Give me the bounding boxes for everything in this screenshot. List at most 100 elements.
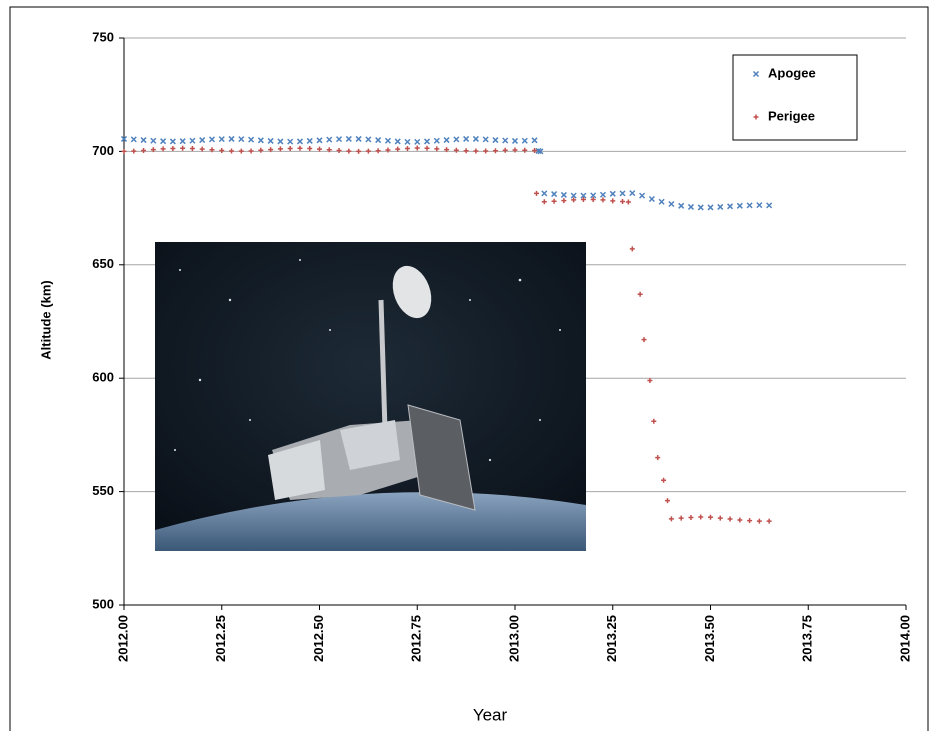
data-point xyxy=(297,146,302,151)
data-point xyxy=(454,137,459,142)
data-point xyxy=(661,478,666,483)
data-point xyxy=(366,149,371,154)
data-point xyxy=(552,192,557,197)
data-point xyxy=(190,138,195,143)
data-point xyxy=(669,202,674,207)
data-point xyxy=(454,148,459,153)
chart: Altitude (km) Year 500550600650700750201… xyxy=(0,0,934,731)
data-point xyxy=(425,139,430,144)
data-point xyxy=(190,146,195,151)
data-point xyxy=(151,138,156,143)
data-point xyxy=(258,138,263,143)
data-point xyxy=(346,149,351,154)
data-point xyxy=(679,203,684,208)
data-point xyxy=(356,136,361,141)
data-point xyxy=(405,139,410,144)
data-point xyxy=(718,204,723,209)
data-point xyxy=(665,498,670,503)
data-point xyxy=(620,191,625,196)
data-point xyxy=(513,138,518,143)
x-tick-label: 2012.00 xyxy=(115,615,130,662)
data-point xyxy=(600,197,605,202)
x-tick-label: 2013.25 xyxy=(604,615,619,662)
data-point xyxy=(366,137,371,142)
data-point xyxy=(503,138,508,143)
data-point xyxy=(659,199,664,204)
data-point xyxy=(405,146,410,151)
data-point xyxy=(503,148,508,153)
x-tick-label: 2012.25 xyxy=(213,615,228,662)
data-point xyxy=(473,148,478,153)
data-point xyxy=(327,137,332,142)
y-tick-label: 600 xyxy=(92,370,114,385)
data-point xyxy=(180,146,185,151)
x-tick-label: 2012.50 xyxy=(311,615,326,662)
x-tick-label: 2012.75 xyxy=(409,615,424,662)
data-point xyxy=(278,139,283,144)
data-point xyxy=(640,193,645,198)
data-point xyxy=(297,139,302,144)
data-point xyxy=(288,146,293,151)
data-point xyxy=(708,515,713,520)
data-point xyxy=(249,148,254,153)
data-point xyxy=(728,204,733,209)
data-point xyxy=(630,191,635,196)
data-point xyxy=(718,516,723,521)
data-point xyxy=(493,138,498,143)
data-point xyxy=(229,136,234,141)
data-point xyxy=(425,146,430,151)
data-point xyxy=(180,139,185,144)
data-point xyxy=(131,137,136,142)
data-point xyxy=(626,199,631,204)
data-point xyxy=(561,198,566,203)
data-point xyxy=(161,139,166,144)
data-point xyxy=(317,138,322,143)
data-point xyxy=(434,138,439,143)
data-point xyxy=(620,199,625,204)
y-tick-label: 750 xyxy=(92,29,114,44)
data-point xyxy=(561,192,566,197)
data-point xyxy=(141,148,146,153)
data-point xyxy=(757,203,762,208)
data-point xyxy=(493,148,498,153)
data-point xyxy=(757,519,762,524)
data-point xyxy=(258,148,263,153)
data-point xyxy=(278,146,283,151)
data-point xyxy=(415,139,420,144)
legend-label: Perigee xyxy=(768,108,815,123)
data-point xyxy=(209,137,214,142)
legend-label: Apogee xyxy=(768,65,816,80)
data-point xyxy=(630,246,635,251)
x-tick-label: 2013.75 xyxy=(800,615,815,662)
data-point xyxy=(229,148,234,153)
data-point xyxy=(737,203,742,208)
data-point xyxy=(642,337,647,342)
data-point xyxy=(356,149,361,154)
y-tick-label: 550 xyxy=(92,483,114,498)
data-point xyxy=(534,191,539,196)
data-point xyxy=(337,137,342,142)
data-point xyxy=(647,378,652,383)
data-point xyxy=(747,203,752,208)
data-point xyxy=(552,199,557,204)
data-point xyxy=(767,519,772,524)
data-point xyxy=(698,515,703,520)
data-point xyxy=(473,136,478,141)
data-point xyxy=(288,139,293,144)
data-point xyxy=(532,138,537,143)
data-point xyxy=(337,148,342,153)
data-point xyxy=(655,455,660,460)
data-point xyxy=(219,137,224,142)
data-point xyxy=(522,148,527,153)
data-point xyxy=(131,149,136,154)
data-point xyxy=(542,199,547,204)
data-point xyxy=(170,139,175,144)
data-point xyxy=(395,147,400,152)
data-point xyxy=(669,516,674,521)
data-point xyxy=(434,146,439,151)
data-point xyxy=(415,145,420,150)
data-point xyxy=(651,419,656,424)
data-point xyxy=(307,146,312,151)
x-axis-label: Year xyxy=(473,705,508,724)
data-point xyxy=(376,148,381,153)
